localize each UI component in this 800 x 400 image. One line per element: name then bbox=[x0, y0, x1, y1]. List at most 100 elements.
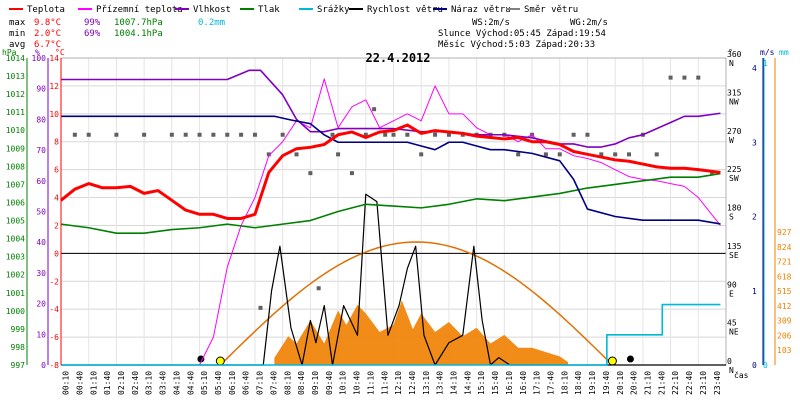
time-tick-label: 04:10 bbox=[172, 371, 181, 395]
series-line bbox=[61, 193, 726, 366]
humidity-tick-label: 0 bbox=[41, 361, 46, 370]
series-line bbox=[60, 123, 721, 220]
legend-label: Rychlost větru bbox=[367, 5, 443, 15]
time-tick-label: 04:40 bbox=[186, 371, 195, 395]
pressure-tick-label: 1008 bbox=[6, 162, 25, 171]
temperature-tick-label: 10 bbox=[49, 110, 59, 119]
time-tick-label: 23:40 bbox=[713, 371, 722, 395]
time-tick-label: 07:40 bbox=[269, 371, 278, 395]
wind-direction-point bbox=[571, 132, 576, 137]
humidity-tick-label: 50 bbox=[36, 208, 46, 217]
time-tick-label: 08:40 bbox=[297, 371, 306, 395]
temperature-tick-label: 4 bbox=[54, 194, 59, 203]
wind-direction-point bbox=[383, 132, 388, 137]
pressure-tick-label: 1013 bbox=[6, 72, 25, 81]
min-label: min bbox=[9, 29, 25, 39]
wind-dir-compass-label: S bbox=[729, 213, 734, 222]
wind-direction-point bbox=[391, 132, 396, 137]
time-tick-label: 23:10 bbox=[699, 371, 708, 395]
temperature-tick-label: 2 bbox=[54, 221, 59, 230]
time-tick-label: 22:10 bbox=[671, 371, 680, 395]
time-tick-label: 11:10 bbox=[366, 371, 375, 395]
axis-unit-label: °C bbox=[55, 48, 65, 57]
pressure-tick-label: 1006 bbox=[6, 198, 25, 207]
chart-title: 22.4.2012 bbox=[365, 51, 430, 65]
humidity-tick-label: 80 bbox=[36, 115, 46, 124]
wind-direction-point bbox=[72, 132, 77, 137]
pressure-tick-label: 1003 bbox=[6, 253, 25, 262]
legend-label: Vlhkost bbox=[193, 5, 231, 15]
wind-direction-point bbox=[372, 107, 377, 112]
series-line bbox=[60, 172, 721, 234]
time-tick-label: 12:10 bbox=[394, 371, 403, 395]
wind-direction-point bbox=[336, 152, 341, 157]
humidity-tick-label: 20 bbox=[36, 300, 46, 309]
wind-dir-compass-label: SW bbox=[729, 174, 739, 183]
pressure-tick-label: 998 bbox=[11, 343, 26, 352]
sun-power-tick-label: 618 bbox=[777, 272, 792, 281]
sunset-marker bbox=[607, 356, 617, 366]
time-tick-label: 01:10 bbox=[89, 371, 98, 395]
pressure-tick-label: 1012 bbox=[6, 90, 25, 99]
time-tick-label: 00:40 bbox=[75, 371, 84, 395]
axis-unit-label: hPa bbox=[2, 48, 17, 57]
wind-direction-point bbox=[169, 132, 174, 137]
time-tick-label: 16:40 bbox=[519, 371, 528, 395]
legend-label: Teplota bbox=[27, 5, 65, 15]
legend-label: Směr větru bbox=[524, 5, 578, 15]
time-tick-label: 19:10 bbox=[588, 371, 597, 395]
pressure-tick-label: 1010 bbox=[6, 126, 25, 135]
pressure-tick-label: 1007 bbox=[6, 180, 25, 189]
wind-dir-compass-label: NE bbox=[729, 328, 739, 337]
time-tick-label: 01:40 bbox=[103, 371, 112, 395]
wind-speed-tick-label: 1 bbox=[752, 287, 757, 296]
wind-speed-tick-label: 0 bbox=[752, 361, 757, 370]
wind-dir-tick-label: 360 bbox=[727, 50, 742, 59]
wind-direction-point bbox=[142, 132, 147, 137]
series-line bbox=[61, 78, 721, 366]
wind-direction-point bbox=[516, 152, 521, 157]
wind-direction-point bbox=[599, 152, 604, 157]
pressure-tick-label: 999 bbox=[11, 325, 26, 334]
time-tick-label: 15:10 bbox=[477, 371, 486, 395]
series-line bbox=[61, 115, 721, 225]
temperature-tick-label: -4 bbox=[49, 305, 59, 314]
wind-direction-point bbox=[211, 132, 216, 137]
sun-elevation-arc bbox=[219, 241, 613, 366]
time-tick-label: 10:40 bbox=[353, 371, 362, 395]
wind-dir-compass-label: W bbox=[729, 136, 734, 145]
humidity-tick-label: 30 bbox=[36, 269, 46, 278]
sun-power-tick-label: 412 bbox=[777, 302, 792, 311]
wind-direction-point bbox=[668, 75, 673, 80]
time-tick-label: 21:10 bbox=[643, 371, 652, 395]
wind-gust-now: WG:2m/s bbox=[570, 18, 608, 28]
time-tick-label: 02:40 bbox=[131, 371, 140, 395]
axis-unit-label: m/s bbox=[760, 48, 775, 57]
time-tick-label: 06:10 bbox=[228, 371, 237, 395]
wind-direction-point bbox=[627, 152, 632, 157]
time-tick-label: 09:10 bbox=[311, 371, 320, 395]
min-humidity: 69% bbox=[84, 29, 101, 39]
wind-direction-point bbox=[405, 132, 410, 137]
wind-direction-point bbox=[363, 132, 368, 137]
time-tick-label: 00:10 bbox=[62, 371, 71, 395]
temperature-tick-label: 0 bbox=[54, 249, 59, 258]
wind-direction-point bbox=[330, 132, 335, 137]
wind-dir-tick-label: 180 bbox=[727, 204, 742, 213]
humidity-tick-label: 100 bbox=[32, 54, 47, 63]
time-tick-label: 05:10 bbox=[200, 371, 209, 395]
sun-power-tick-label: 103 bbox=[777, 346, 792, 355]
time-tick-label: 03:40 bbox=[159, 371, 168, 395]
pressure-tick-label: 1011 bbox=[6, 108, 25, 117]
temperature-tick-label: 6 bbox=[54, 166, 59, 175]
wind-direction-point bbox=[543, 152, 548, 157]
wind-direction-point bbox=[197, 132, 202, 137]
temperature-tick-label: 8 bbox=[54, 138, 59, 147]
wind-direction-point bbox=[252, 132, 257, 137]
time-tick-label: 17:40 bbox=[547, 371, 556, 395]
wind-dir-tick-label: 45 bbox=[727, 319, 737, 328]
time-tick-label: 03:10 bbox=[145, 371, 154, 395]
time-tick-label: 10:10 bbox=[339, 371, 348, 395]
wind-direction-point bbox=[239, 132, 244, 137]
